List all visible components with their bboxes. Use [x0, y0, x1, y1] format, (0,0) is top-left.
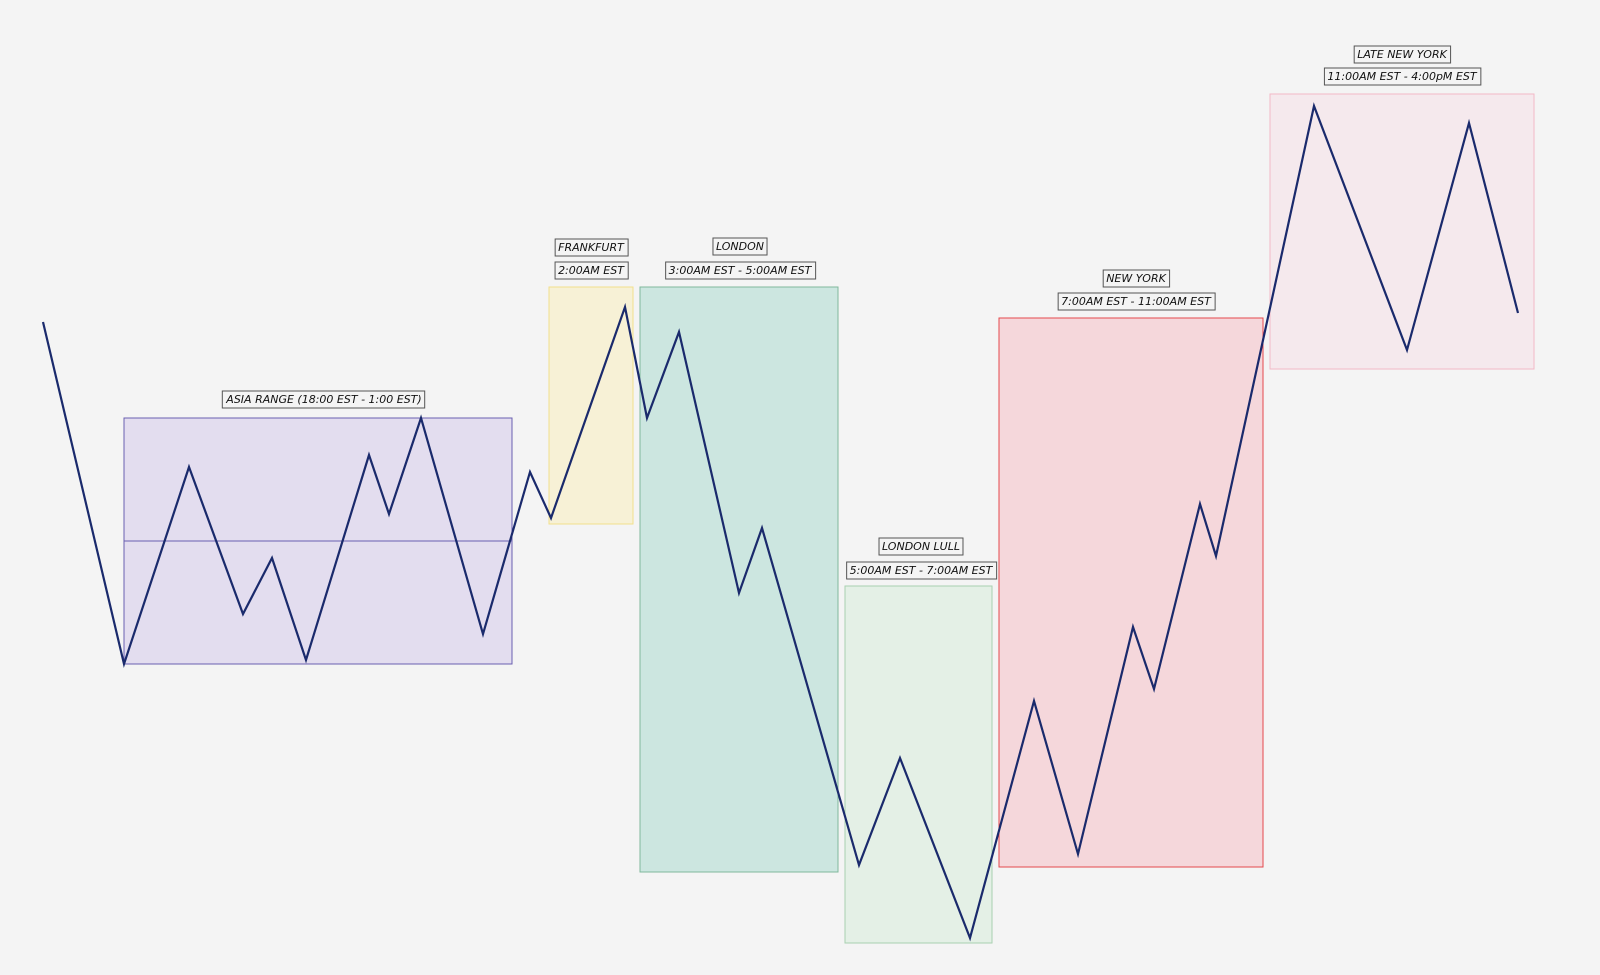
session-label-time-london-lull: 5:00AM EST - 7:00AM EST — [846, 561, 998, 580]
svg-text:3:00AM EST - 5:00AM EST: 3:00AM EST - 5:00AM EST — [669, 264, 813, 277]
session-label-title-late-new-york: LATE NEW YORK — [1353, 45, 1452, 64]
session-box-london-lull — [844, 585, 993, 944]
session-box-late-new-york — [1269, 93, 1535, 370]
svg-text:11:00AM EST - 4:00pM EST: 11:00AM EST - 4:00pM EST — [1327, 70, 1477, 83]
session-label-title-new-york: NEW YORK — [1102, 269, 1171, 288]
session-boxes — [123, 93, 1535, 944]
session-label-time-london: 3:00AM EST - 5:00AM EST — [665, 261, 817, 280]
session-label-title-asia-range-est-est: ASIA RANGE (18:00 EST - 1:00 EST) — [221, 390, 426, 409]
session-box-london — [639, 286, 839, 873]
svg-text:7:00AM EST - 11:00AM EST: 7:00AM EST - 11:00AM EST — [1061, 295, 1212, 308]
svg-text:LONDON: LONDON — [716, 240, 764, 253]
session-label-time-late-new-york: 11:00AM EST - 4:00pM EST — [1323, 67, 1482, 86]
session-label-time-frankfurt: 2:00AM EST — [554, 261, 629, 280]
svg-text:ASIA RANGE (18:00 EST - 1:00 E: ASIA RANGE (18:00 EST - 1:00 EST) — [225, 393, 421, 406]
session-box-new-york — [998, 317, 1264, 868]
session-labels: ASIA RANGE (18:00 EST - 1:00 EST) FRANKFU… — [221, 45, 1482, 580]
session-label-title-london-lull: LONDON LULL — [878, 537, 964, 556]
session-label-title-frankfurt: FRANKFURT — [554, 238, 629, 257]
svg-text:LONDON LULL: LONDON LULL — [882, 540, 960, 553]
session-label-title-london: LONDON — [712, 237, 768, 256]
svg-text:2:00AM EST: 2:00AM EST — [558, 264, 625, 277]
svg-text:FRANKFURT: FRANKFURT — [558, 241, 625, 254]
session-label-time-new-york: 7:00AM EST - 11:00AM EST — [1057, 292, 1216, 311]
svg-text:5:00AM EST - 7:00AM EST: 5:00AM EST - 7:00AM EST — [850, 564, 994, 577]
svg-text:NEW YORK: NEW YORK — [1106, 272, 1166, 285]
svg-text:LATE NEW YORK: LATE NEW YORK — [1357, 48, 1447, 61]
price-line — [41, 102, 1520, 942]
